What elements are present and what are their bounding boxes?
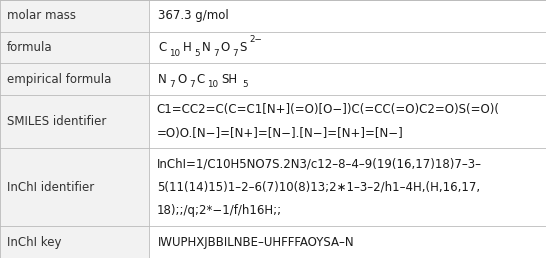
Text: SH: SH [221, 73, 237, 86]
Text: =O)O.[N−]=[N+]=[N−].[N−]=[N+]=[N−]: =O)O.[N−]=[N+]=[N−].[N−]=[N+]=[N−] [157, 127, 403, 140]
Text: C1=CC2=C(C=C1[N+](=O)[O−])C(=CC(=O)C2=O)S(=O)(: C1=CC2=C(C=C1[N+](=O)[O−])C(=CC(=O)C2=O)… [157, 103, 500, 116]
Text: empirical formula: empirical formula [7, 73, 111, 86]
Bar [0, 0, 149, 32]
Text: InChI identifier: InChI identifier [7, 181, 94, 194]
Bar [0, 148, 149, 226]
Text: 10: 10 [207, 80, 218, 89]
Text: 5(11(14)15)1–2–6(7)10(8)13;2∗1–3–2/h1–4H,(H,16,17,: 5(11(14)15)1–2–6(7)10(8)13;2∗1–3–2/h1–4H… [157, 181, 480, 194]
Text: formula: formula [7, 41, 52, 54]
Text: H: H [183, 41, 192, 54]
Text: N: N [202, 41, 211, 54]
Text: C: C [158, 41, 167, 54]
Text: molar mass: molar mass [7, 9, 75, 22]
Bar [0, 63, 149, 95]
Text: 7: 7 [189, 80, 194, 89]
Text: SMILES identifier: SMILES identifier [7, 115, 106, 128]
Text: N: N [158, 73, 167, 86]
Text: InChI=1/C10H5NO7S.2N3/c12–8–4–9(19(16,17)18)7–3–: InChI=1/C10H5NO7S.2N3/c12–8–4–9(19(16,17… [157, 158, 482, 171]
Text: 7: 7 [170, 80, 175, 89]
Text: O: O [221, 41, 230, 54]
Text: 7: 7 [213, 49, 219, 58]
Bar [0, 32, 149, 63]
Text: IWUPHXJBBILNBE–UHFFFAOYSA–N: IWUPHXJBBILNBE–UHFFFAOYSA–N [158, 236, 355, 249]
Text: 5: 5 [194, 49, 200, 58]
Text: O: O [177, 73, 186, 86]
Text: 10: 10 [169, 49, 180, 58]
Text: InChI key: InChI key [7, 236, 61, 249]
Bar [0, 95, 149, 148]
Text: S: S [240, 41, 247, 54]
Text: 7: 7 [233, 49, 238, 58]
Text: 2−: 2− [249, 35, 262, 44]
Text: 5: 5 [242, 80, 247, 89]
Text: 367.3 g/mol: 367.3 g/mol [158, 9, 229, 22]
Text: C: C [196, 73, 204, 86]
Text: 18);;/q;2*−1/f/h16H;;: 18);;/q;2*−1/f/h16H;; [157, 204, 282, 217]
Bar [0, 226, 149, 258]
